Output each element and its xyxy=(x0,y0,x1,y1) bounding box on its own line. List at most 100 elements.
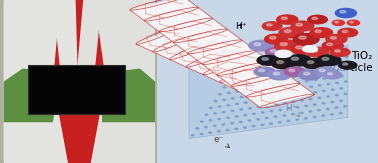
Circle shape xyxy=(257,55,280,65)
Circle shape xyxy=(213,125,216,126)
Circle shape xyxy=(335,95,338,96)
Circle shape xyxy=(327,96,330,97)
Circle shape xyxy=(245,77,248,79)
Circle shape xyxy=(302,63,305,64)
Circle shape xyxy=(270,111,273,112)
Circle shape xyxy=(209,120,212,121)
Circle shape xyxy=(214,100,217,102)
Circle shape xyxy=(245,90,248,91)
Circle shape xyxy=(323,78,326,79)
Circle shape xyxy=(314,67,336,76)
Circle shape xyxy=(296,46,302,49)
Circle shape xyxy=(228,80,231,81)
Circle shape xyxy=(326,35,347,44)
Circle shape xyxy=(270,98,273,99)
Circle shape xyxy=(301,75,304,76)
Circle shape xyxy=(262,87,265,88)
Circle shape xyxy=(266,93,269,94)
Circle shape xyxy=(280,72,283,73)
Circle shape xyxy=(293,34,319,45)
Circle shape xyxy=(265,48,287,57)
Text: H⁺: H⁺ xyxy=(285,104,300,117)
Circle shape xyxy=(341,63,344,64)
Circle shape xyxy=(263,62,266,64)
Circle shape xyxy=(191,135,194,136)
Text: e⁻: e⁻ xyxy=(214,135,229,148)
Circle shape xyxy=(299,70,321,80)
Circle shape xyxy=(343,63,348,65)
Circle shape xyxy=(287,120,290,122)
Circle shape xyxy=(257,106,260,108)
Circle shape xyxy=(311,49,318,52)
Circle shape xyxy=(248,108,251,109)
Circle shape xyxy=(319,60,322,61)
Circle shape xyxy=(318,85,321,86)
Circle shape xyxy=(196,128,199,129)
Circle shape xyxy=(248,120,251,121)
Circle shape xyxy=(296,119,299,120)
Circle shape xyxy=(276,67,279,68)
Circle shape xyxy=(278,122,281,123)
Circle shape xyxy=(292,89,295,90)
Circle shape xyxy=(301,87,304,89)
Circle shape xyxy=(310,86,313,87)
Circle shape xyxy=(289,69,295,72)
Circle shape xyxy=(306,68,309,69)
Circle shape xyxy=(271,61,274,62)
Circle shape xyxy=(231,123,234,124)
Polygon shape xyxy=(87,0,155,163)
Circle shape xyxy=(236,91,239,92)
Circle shape xyxy=(218,94,222,95)
Circle shape xyxy=(339,61,357,69)
Circle shape xyxy=(244,102,247,103)
Polygon shape xyxy=(77,0,102,73)
Circle shape xyxy=(254,67,275,76)
Circle shape xyxy=(297,57,301,58)
Circle shape xyxy=(236,79,239,80)
Circle shape xyxy=(296,107,299,108)
Circle shape xyxy=(244,114,247,116)
Text: TiO₂
nanoparticle: TiO₂ nanoparticle xyxy=(307,51,372,73)
Circle shape xyxy=(336,57,339,59)
Circle shape xyxy=(286,55,311,66)
Circle shape xyxy=(306,47,310,49)
Circle shape xyxy=(345,68,348,70)
Circle shape xyxy=(331,101,334,103)
Circle shape xyxy=(322,115,325,116)
Circle shape xyxy=(218,118,221,120)
Circle shape xyxy=(254,76,257,77)
Circle shape xyxy=(318,110,321,111)
Circle shape xyxy=(312,17,318,20)
Circle shape xyxy=(332,20,344,25)
Circle shape xyxy=(262,58,268,60)
Circle shape xyxy=(347,20,359,25)
Circle shape xyxy=(314,67,318,68)
Circle shape xyxy=(327,83,330,85)
Circle shape xyxy=(310,74,313,75)
Circle shape xyxy=(218,106,221,107)
Circle shape xyxy=(305,105,308,107)
Circle shape xyxy=(288,83,291,84)
Circle shape xyxy=(253,113,256,114)
Circle shape xyxy=(288,71,291,72)
Circle shape xyxy=(253,101,256,102)
Circle shape xyxy=(279,109,282,111)
Circle shape xyxy=(235,103,239,105)
Circle shape xyxy=(308,15,327,24)
Circle shape xyxy=(330,37,336,39)
Circle shape xyxy=(227,105,230,106)
Circle shape xyxy=(307,61,314,64)
Circle shape xyxy=(258,82,261,83)
Circle shape xyxy=(240,84,243,85)
Circle shape xyxy=(335,50,340,52)
Circle shape xyxy=(315,30,321,33)
Circle shape xyxy=(266,80,270,82)
FancyBboxPatch shape xyxy=(28,65,125,114)
Circle shape xyxy=(335,107,338,108)
Circle shape xyxy=(336,70,339,71)
Circle shape xyxy=(281,17,287,20)
Circle shape xyxy=(296,94,299,96)
Circle shape xyxy=(271,86,274,87)
Circle shape xyxy=(332,77,335,78)
Circle shape xyxy=(284,67,305,76)
